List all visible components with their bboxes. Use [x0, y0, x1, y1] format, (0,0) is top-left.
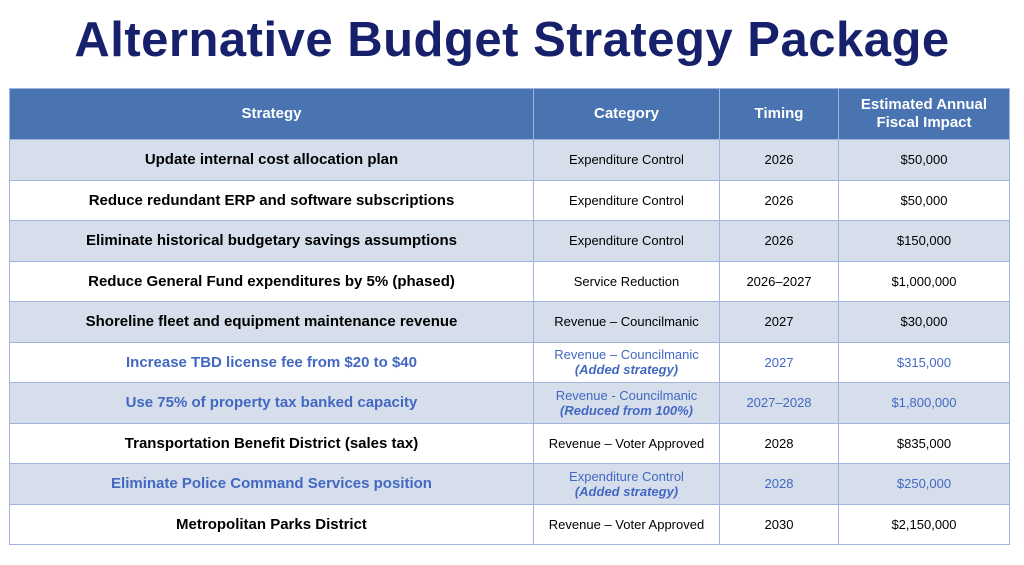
- header-fiscal-impact: Estimated Annual Fiscal Impact: [838, 88, 1010, 140]
- category-note: (Reduced from 100%): [560, 402, 693, 418]
- table-row: Use 75% of property tax banked capacity R…: [9, 382, 1010, 424]
- strategy-cell: Increase TBD license fee from $20 to $40: [9, 341, 534, 383]
- header-strategy: Strategy: [9, 88, 534, 140]
- table-row: Metropolitan Parks District Revenue – Vot…: [9, 503, 1010, 545]
- table-row: Reduce General Fund expenditures by 5% (…: [9, 260, 1010, 302]
- category-text: Expenditure Control: [569, 233, 684, 249]
- impact-cell: $835,000: [838, 422, 1010, 464]
- category-text: Revenue – Councilmanic: [554, 314, 699, 330]
- table-row: Eliminate Police Command Services positi…: [9, 463, 1010, 505]
- budget-strategy-table: Strategy Category Timing Estimated Annua…: [9, 88, 1010, 545]
- strategy-cell: Transportation Benefit District (sales t…: [9, 422, 534, 464]
- category-cell: Expenditure Control: [533, 139, 720, 181]
- timing-cell: 2027: [719, 301, 839, 343]
- strategy-cell: Update internal cost allocation plan: [9, 139, 534, 181]
- page-title: Alternative Budget Strategy Package: [74, 13, 950, 67]
- table-row: Transportation Benefit District (sales t…: [9, 422, 1010, 464]
- category-cell: Revenue – Voter Approved: [533, 503, 720, 545]
- category-note: (Added strategy): [574, 362, 679, 378]
- category-cell: Service Reduction: [533, 260, 720, 302]
- table-row: Shoreline fleet and equipment maintenanc…: [9, 301, 1010, 343]
- timing-cell: 2027–2028: [719, 382, 839, 424]
- table-header-row: Strategy Category Timing Estimated Annua…: [9, 88, 1010, 140]
- category-text: Expenditure Control: [569, 468, 684, 484]
- category-cell: Revenue – Voter Approved: [533, 422, 720, 464]
- category-cell: Revenue - Councilmanic (Reduced from 100%…: [533, 382, 720, 424]
- category-text: Revenue - Councilmanic: [555, 387, 698, 403]
- timing-cell: 2026–2027: [719, 260, 839, 302]
- category-text: Revenue – Councilmanic: [554, 347, 699, 363]
- timing-cell: 2026: [719, 139, 839, 181]
- strategy-cell: Metropolitan Parks District: [9, 503, 534, 545]
- header-timing: Timing: [719, 88, 839, 140]
- impact-cell: $30,000: [838, 301, 1010, 343]
- timing-cell: 2028: [719, 422, 839, 464]
- category-cell: Revenue – Councilmanic: [533, 301, 720, 343]
- timing-cell: 2027: [719, 341, 839, 383]
- category-cell: Revenue – Councilmanic (Added strategy): [533, 341, 720, 383]
- impact-cell: $50,000: [838, 179, 1010, 221]
- strategy-cell: Use 75% of property tax banked capacity: [9, 382, 534, 424]
- category-cell: Expenditure Control: [533, 220, 720, 262]
- impact-cell: $1,000,000: [838, 260, 1010, 302]
- impact-cell: $50,000: [838, 139, 1010, 181]
- category-text: Revenue – Voter Approved: [548, 516, 705, 532]
- impact-cell: $315,000: [838, 341, 1010, 383]
- strategy-cell: Reduce General Fund expenditures by 5% (…: [9, 260, 534, 302]
- category-cell: Expenditure Control: [533, 179, 720, 221]
- table-row: Update internal cost allocation plan Expe…: [9, 139, 1010, 181]
- timing-cell: 2026: [719, 220, 839, 262]
- timing-cell: 2028: [719, 463, 839, 505]
- category-text: Expenditure Control: [569, 152, 684, 168]
- strategy-cell: Eliminate historical budgetary savings a…: [9, 220, 534, 262]
- timing-cell: 2030: [719, 503, 839, 545]
- category-note: (Added strategy): [574, 483, 679, 499]
- category-text: Service Reduction: [573, 273, 680, 289]
- table-row: Increase TBD license fee from $20 to $40…: [9, 341, 1010, 383]
- impact-cell: $150,000: [838, 220, 1010, 262]
- table-row: Reduce redundant ERP and software subscr…: [9, 179, 1010, 221]
- strategy-cell: Shoreline fleet and equipment maintenanc…: [9, 301, 534, 343]
- table-row: Eliminate historical budgetary savings a…: [9, 220, 1010, 262]
- impact-cell: $250,000: [838, 463, 1010, 505]
- category-cell: Expenditure Control (Added strategy): [533, 463, 720, 505]
- category-text: Revenue – Voter Approved: [548, 435, 705, 451]
- impact-cell: $2,150,000: [838, 503, 1010, 545]
- header-category: Category: [533, 88, 720, 140]
- impact-cell: $1,800,000: [838, 382, 1010, 424]
- strategy-cell: Eliminate Police Command Services positi…: [9, 463, 534, 505]
- strategy-cell: Reduce redundant ERP and software subscr…: [9, 179, 534, 221]
- timing-cell: 2026: [719, 179, 839, 221]
- category-text: Expenditure Control: [569, 192, 684, 208]
